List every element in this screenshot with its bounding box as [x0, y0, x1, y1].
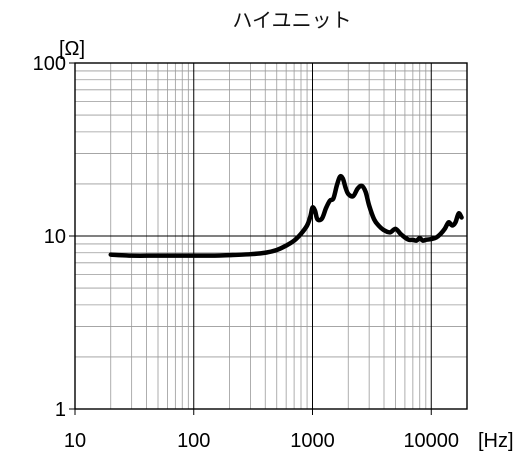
impedance-curve	[108, 174, 464, 258]
x-tick-label: 10	[64, 430, 86, 452]
x-tick-label: 10000	[403, 430, 459, 452]
y-tick-label: 10	[44, 226, 66, 248]
x-tick-label: 1000	[290, 430, 335, 452]
chart-title: ハイユニット	[232, 8, 351, 32]
x-tick-labels: 10 100 1000 10000	[64, 409, 459, 452]
x-tick-label: 100	[177, 430, 210, 452]
y-tick-label: 100	[33, 53, 66, 75]
y-unit-label: [Ω]	[59, 38, 85, 60]
x-unit-label: [Hz]	[478, 430, 514, 452]
y-tick-labels: 1 10 100	[33, 53, 75, 421]
y-tick-label: 1	[55, 399, 66, 421]
series-layer	[108, 174, 464, 258]
